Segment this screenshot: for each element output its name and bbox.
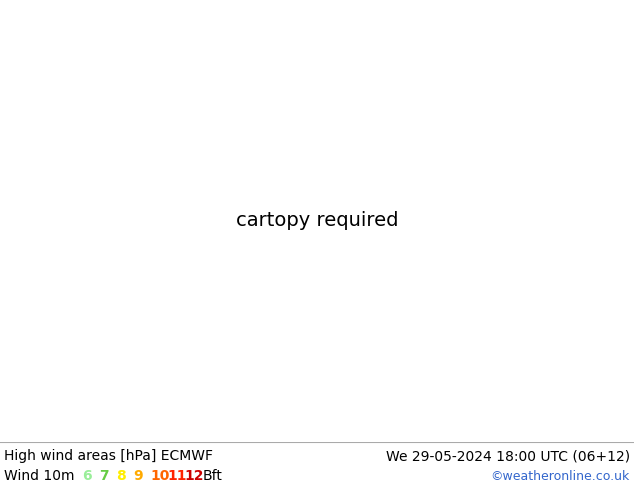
Text: 12: 12: [184, 469, 204, 483]
Text: 8: 8: [116, 469, 126, 483]
Text: High wind areas [hPa] ECMWF: High wind areas [hPa] ECMWF: [4, 449, 213, 463]
Text: 9: 9: [133, 469, 143, 483]
Text: Wind 10m: Wind 10m: [4, 469, 75, 483]
Text: ©weatheronline.co.uk: ©weatheronline.co.uk: [491, 469, 630, 483]
Text: Bft: Bft: [203, 469, 223, 483]
Text: 6: 6: [82, 469, 92, 483]
Text: We 29-05-2024 18:00 UTC (06+12): We 29-05-2024 18:00 UTC (06+12): [386, 449, 630, 463]
Text: 7: 7: [99, 469, 108, 483]
Text: 10: 10: [150, 469, 169, 483]
Text: 11: 11: [167, 469, 186, 483]
Text: cartopy required: cartopy required: [236, 212, 398, 230]
